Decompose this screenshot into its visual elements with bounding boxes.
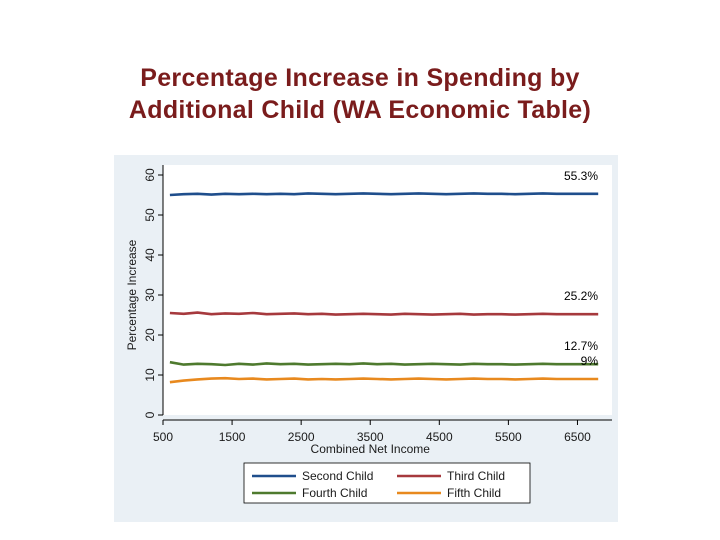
line-chart: 0 10 20 30 40 50 60 Percentage Increase 500 1500 2… <box>125 165 612 504</box>
y-axis-title: Percentage Increase <box>125 239 139 350</box>
title-line-2: Additional Child (WA Economic Table) <box>128 96 592 124</box>
title-line-1: Percentage Increase in Spending by <box>140 64 580 92</box>
legend-label: Third Child <box>447 469 505 483</box>
x-tick-label: 6500 <box>564 430 591 444</box>
annotation-label: 55.3% <box>564 169 598 183</box>
x-tick-label: 5500 <box>495 430 522 444</box>
series-line-third-child <box>169 311 599 316</box>
legend-label: Fifth Child <box>447 486 501 500</box>
series-line-fifth-child <box>169 376 599 384</box>
x-tick-label: 500 <box>153 430 173 444</box>
legend-box <box>243 462 531 504</box>
y-tick-label: 20 <box>143 328 157 342</box>
x-tick-label: 2500 <box>288 430 315 444</box>
chart-panel: 0 10 20 30 40 50 60 Percentage Increase 500 1500 2… <box>114 155 618 522</box>
slide-title: Percentage Increase in Spending by Addit… <box>0 62 720 126</box>
annotation-label: 12.7% <box>564 339 598 353</box>
y-tick-label: 30 <box>143 288 157 302</box>
y-tick-label: 50 <box>143 208 157 222</box>
legend-label: Fourth Child <box>302 486 367 500</box>
legend-label: Second Child <box>302 469 373 483</box>
x-axis-title: Combined Net Income <box>311 442 431 456</box>
x-tick-label: 4500 <box>426 430 453 444</box>
y-tick-label: 40 <box>143 248 157 262</box>
y-tick-label: 10 <box>143 368 157 382</box>
y-tick-label: 0 <box>143 411 157 418</box>
x-tick-label: 3500 <box>357 430 384 444</box>
x-tick-label: 1500 <box>219 430 246 444</box>
annotation-label: 25.2% <box>564 289 598 303</box>
annotation-label: 9% <box>581 354 599 368</box>
y-tick-label: 60 <box>143 168 157 182</box>
plot-area <box>163 165 612 415</box>
series-line-second-child <box>169 192 599 197</box>
series-line-fourth-child <box>169 360 599 367</box>
